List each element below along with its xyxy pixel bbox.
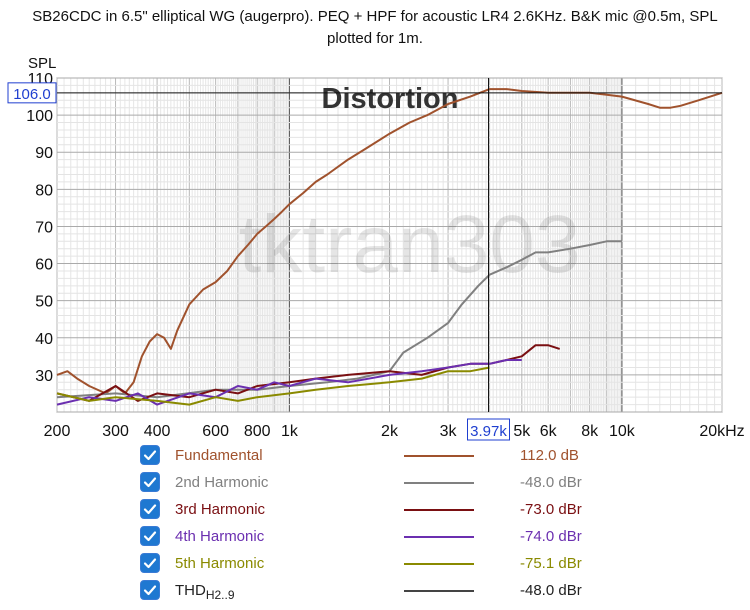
x-tick-label: 8k bbox=[581, 423, 599, 440]
x-tick-label: 5k bbox=[513, 423, 531, 440]
legend-checkbox[interactable] bbox=[140, 499, 160, 519]
x-tick-label: 20kHz bbox=[699, 423, 744, 440]
distortion-chart: tktran303DistortionSPL304050607080901001… bbox=[7, 55, 745, 441]
legend-checkbox[interactable] bbox=[140, 553, 160, 573]
checkmark-icon bbox=[143, 450, 157, 461]
checkmark-icon bbox=[143, 531, 157, 542]
legend-label: 2nd Harmonic bbox=[175, 474, 268, 491]
series-line-5 bbox=[56, 366, 490, 406]
x-tick-label: 200 bbox=[44, 423, 71, 440]
legend-value: -73.0 dBr bbox=[520, 501, 582, 518]
legend-label: Fundamental bbox=[175, 447, 263, 464]
x-grid bbox=[56, 78, 723, 412]
legend-label-text: THD bbox=[175, 582, 206, 599]
x-tick-label: 3k bbox=[440, 423, 458, 440]
x-tick-label: 1k bbox=[281, 423, 299, 440]
x-tick-label: 600 bbox=[202, 423, 229, 440]
legend-row: 3rd Harmonic -73.0 dBr bbox=[140, 499, 600, 523]
y-tick-label: 40 bbox=[35, 331, 53, 348]
y-tick-label: 30 bbox=[35, 368, 53, 385]
legend-swatch-line bbox=[404, 536, 474, 538]
chart-title-text: SB26CDC in 6.5" elliptical WG (augerpro)… bbox=[0, 6, 750, 50]
checkmark-icon bbox=[143, 558, 157, 569]
y-axis-label: SPL bbox=[28, 55, 56, 72]
legend-checkbox[interactable] bbox=[140, 445, 160, 465]
y-tick-label: 60 bbox=[35, 257, 53, 274]
x-tick-label: 800 bbox=[244, 423, 271, 440]
y-tick-label: 50 bbox=[35, 294, 53, 311]
legend-label-text: 3rd Harmonic bbox=[175, 501, 266, 518]
legend-value: -74.0 dBr bbox=[520, 528, 582, 545]
legend-label: 5th Harmonic bbox=[175, 555, 264, 572]
legend-checkbox[interactable] bbox=[140, 526, 160, 546]
legend-value: -48.0 dBr bbox=[520, 582, 582, 599]
legend-swatch-line bbox=[404, 590, 474, 592]
legend-label-text: 5th Harmonic bbox=[175, 555, 265, 572]
series-line-2 bbox=[56, 240, 622, 399]
cursor-y-box bbox=[7, 82, 57, 104]
legend-swatch-line bbox=[404, 455, 474, 457]
x-tick-label: 400 bbox=[144, 423, 171, 440]
x-tick-label: 2k bbox=[381, 423, 399, 440]
legend-row: 5th Harmonic -75.1 dBr bbox=[140, 553, 600, 577]
series-line-3 bbox=[56, 344, 561, 402]
series-line-4 bbox=[56, 359, 522, 406]
legend-checkbox[interactable] bbox=[140, 580, 160, 600]
x-tick-label: 10k bbox=[609, 423, 636, 440]
legend-swatch-line bbox=[404, 563, 474, 565]
legend-label: THDH2..9 bbox=[175, 582, 235, 602]
legend-label-subscript: H2..9 bbox=[205, 588, 235, 602]
cursor-x-box bbox=[467, 418, 511, 441]
legend-value: -75.1 dBr bbox=[520, 555, 582, 572]
legend-label-text: 2nd Harmonic bbox=[175, 474, 269, 491]
y-tick-label: 90 bbox=[35, 145, 53, 162]
y-tick-label: 100 bbox=[26, 108, 53, 125]
checkmark-icon bbox=[143, 585, 157, 596]
legend-label-text: Fundamental bbox=[175, 447, 263, 464]
title-line-1: SB26CDC in 6.5" elliptical WG (augerpro)… bbox=[32, 8, 718, 25]
legend-swatch-line bbox=[404, 482, 474, 484]
y-grid bbox=[57, 77, 722, 413]
y-tick-label: 80 bbox=[35, 182, 53, 199]
watermark-text: tktran303 bbox=[239, 199, 581, 290]
legend-value: 112.0 dB bbox=[520, 447, 579, 464]
legend-label: 3rd Harmonic bbox=[175, 501, 265, 518]
legend-swatch-line bbox=[404, 509, 474, 511]
cursor-y-label: 106.0 bbox=[13, 86, 51, 103]
legend-row: Fundamental 112.0 dB bbox=[140, 445, 600, 469]
cursor-x-label: 3.97k bbox=[470, 423, 507, 440]
x-tick-label: 300 bbox=[102, 423, 129, 440]
checkmark-icon bbox=[143, 504, 157, 515]
x-tick-label: 6k bbox=[540, 423, 558, 440]
legend-value: -48.0 dBr bbox=[520, 474, 582, 491]
legend-row: 4th Harmonic -74.0 dBr bbox=[140, 526, 600, 550]
legend-label: 4th Harmonic bbox=[175, 528, 264, 545]
y-tick-label: 70 bbox=[35, 219, 53, 236]
checkmark-icon bbox=[143, 477, 157, 488]
legend-label-text: 4th Harmonic bbox=[175, 528, 265, 545]
legend-row: THDH2..9 -48.0 dBr bbox=[140, 580, 600, 604]
legend-row: 2nd Harmonic -48.0 dBr bbox=[140, 472, 600, 496]
title-line-2: plotted for 1m. bbox=[327, 30, 423, 47]
legend-checkbox[interactable] bbox=[140, 472, 160, 492]
